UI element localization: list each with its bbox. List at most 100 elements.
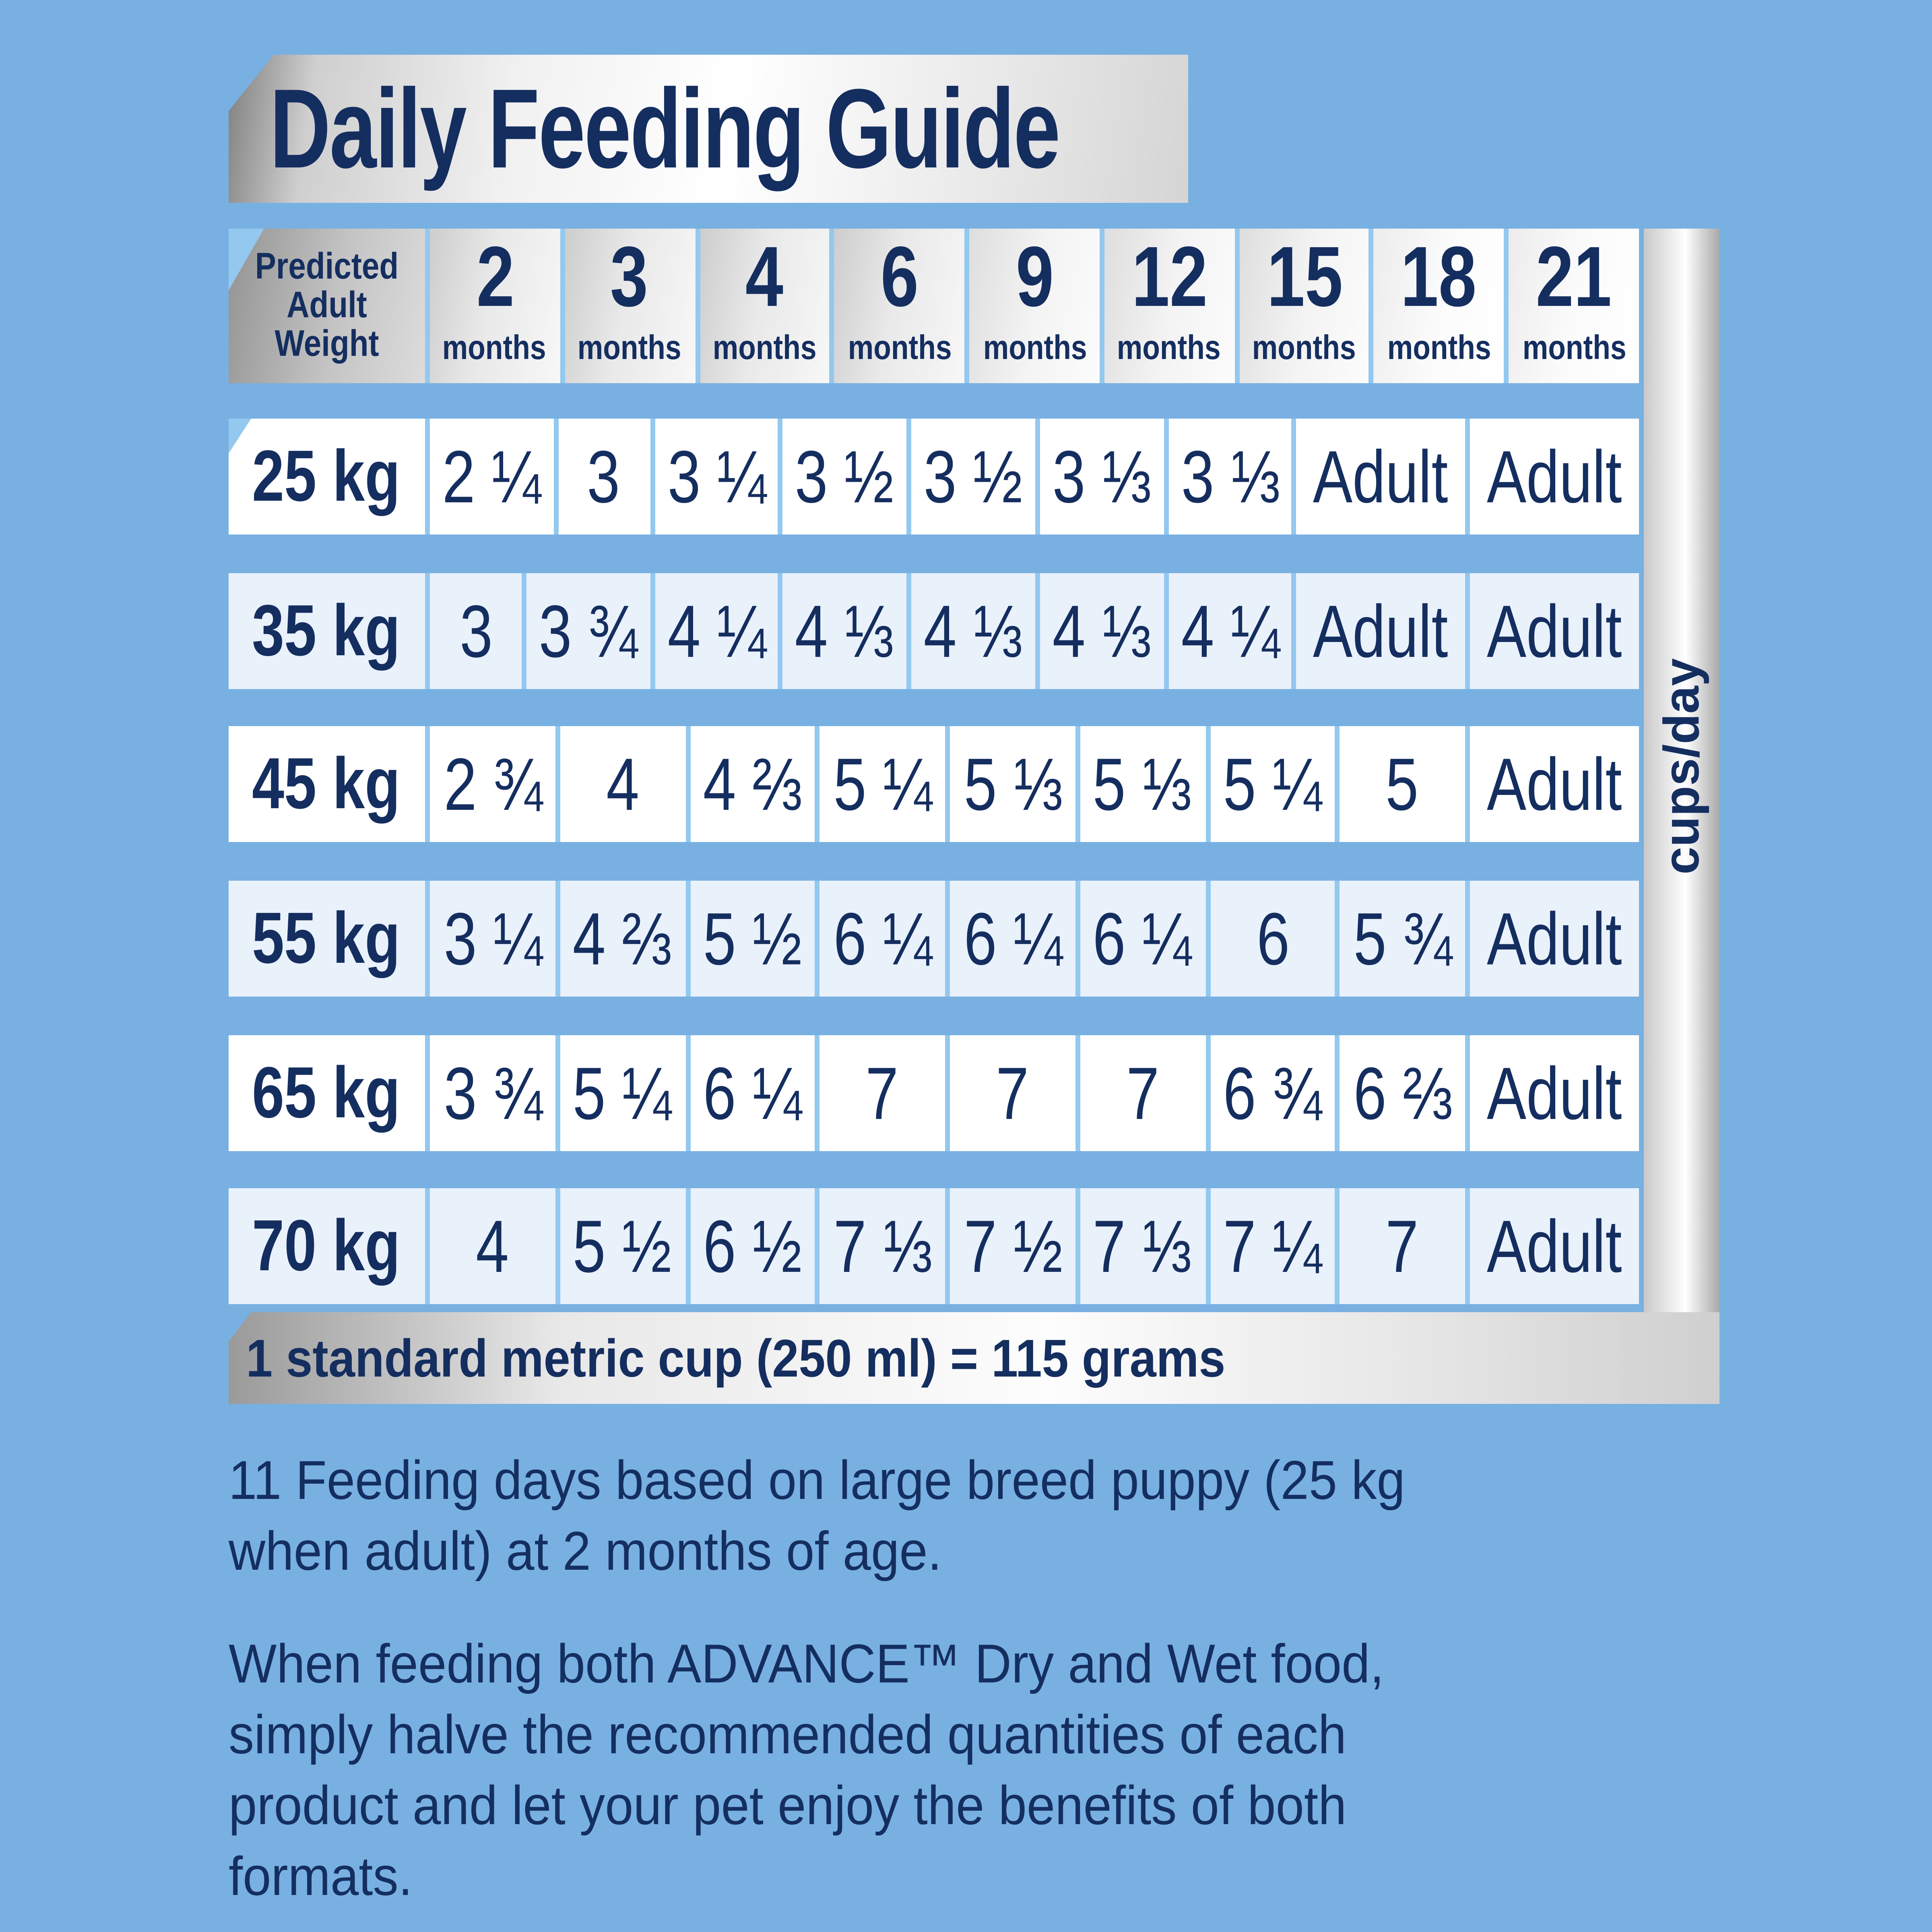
age-column-header-18-months: 18 months: [1374, 229, 1504, 383]
age-unit: months: [1252, 330, 1356, 367]
weight-label-cell: 45 kg: [229, 726, 425, 842]
cell-value: 3 ⅓: [1052, 435, 1151, 518]
cell-value: 3 ½: [924, 435, 1023, 518]
feeding-amount-cell: 5 ¼: [1210, 726, 1335, 842]
feeding-amount-cell: 5 ⅓: [1080, 726, 1205, 842]
feeding-amount-cell: 5 ¼: [820, 726, 945, 842]
cell-value: 4: [606, 742, 639, 826]
cell-value: 7 ⅓: [833, 1204, 932, 1288]
age-unit: months: [578, 330, 682, 367]
cell-value: 5 ¾: [1353, 897, 1452, 980]
cell-value: 3 ¼: [443, 897, 542, 980]
feeding-amount-cell: Adult: [1470, 726, 1639, 842]
age-number: 12: [1131, 230, 1208, 325]
cell-value: 7 ½: [963, 1204, 1062, 1288]
feeding-amount-cell: 6 ¼: [690, 1035, 815, 1151]
age-unit: months: [712, 330, 817, 367]
weight-row-35kg: 35 kg 3 3 ¾ 4 ¼ 4 ⅓ 4 ⅓ 4 ⅓ 4 ¼ Adult Ad…: [229, 573, 1639, 689]
cell-value: 7 ⅓: [1093, 1204, 1192, 1288]
cell-value: 4 ⅓: [924, 589, 1023, 673]
age-unit: months: [443, 330, 547, 367]
age-number: 6: [880, 230, 919, 325]
table-header-row: Predicted Adult Weight 2 months 3 months 4…: [229, 229, 1639, 383]
age-number: 9: [1015, 230, 1054, 325]
age-unit: months: [1522, 330, 1626, 367]
cell-value: 5 ¼: [833, 742, 932, 826]
age-column-header-21-months: 21 months: [1509, 229, 1639, 383]
age-unit: months: [983, 330, 1086, 367]
feeding-amount-cell: 4 ¼: [1168, 573, 1292, 689]
feeding-amount-cell: 2 ¼: [430, 419, 553, 535]
age-number: 21: [1536, 230, 1612, 325]
age-column-header-15-months: 15 months: [1239, 229, 1369, 383]
cell-value: Adult: [1487, 742, 1622, 826]
feeding-amount-cell: Adult: [1470, 881, 1639, 997]
feeding-amount-cell: 7: [1340, 1188, 1466, 1304]
feeding-amount-cell: 5 ½: [690, 881, 815, 997]
cell-value: 3 ¾: [539, 589, 638, 673]
cell-value: 5 ¼: [1223, 742, 1322, 826]
feeding-amount-cell: 4 ⅔: [560, 881, 685, 997]
feeding-amount-cell: 7: [820, 1035, 945, 1151]
cell-value: 4 ⅔: [703, 742, 802, 826]
cell-value: 5 ⅓: [1093, 742, 1192, 826]
feeding-amount-cell: Adult: [1296, 419, 1466, 535]
feeding-amount-cell: 5 ½: [560, 1188, 685, 1304]
cell-value: 3 ⅓: [1180, 435, 1280, 518]
cell-value: 7: [996, 1051, 1029, 1135]
weight-label-cell: 70 kg: [229, 1188, 425, 1304]
feeding-amount-cell: 5: [1340, 726, 1466, 842]
feeding-amount-cell: 3 ⅓: [1168, 419, 1292, 535]
feeding-amount-cell: 3 ¾: [526, 573, 650, 689]
feeding-amount-cell: 6 ⅔: [1340, 1035, 1466, 1151]
feeding-amount-cell: 7 ¼: [1210, 1188, 1335, 1304]
feeding-amount-cell: 3 ¼: [654, 419, 778, 535]
feeding-amount-cell: Adult: [1470, 573, 1639, 689]
feeding-amount-cell: Adult: [1470, 419, 1639, 535]
corner-header-label: Predicted Adult Weight: [255, 244, 399, 363]
cell-value: 6 ½: [703, 1204, 802, 1288]
cell-value: 5: [1386, 742, 1419, 826]
cell-value: 5 ½: [703, 897, 802, 980]
age-number: 15: [1266, 230, 1342, 325]
weight-label-cell: 65 kg: [229, 1035, 425, 1151]
feeding-amount-cell: 4 ⅔: [690, 726, 815, 842]
feeding-amount-cell: 4 ¼: [654, 573, 778, 689]
feeding-amount-cell: Adult: [1470, 1188, 1639, 1304]
cell-value: Adult: [1313, 589, 1449, 673]
feeding-amount-cell: 6 ¼: [1080, 881, 1205, 997]
feeding-table: cups/day Predicted Adult Weight 2 months …: [229, 229, 1719, 1404]
cell-value: 4: [476, 1204, 509, 1288]
age-number: 4: [745, 230, 784, 325]
age-unit: months: [1387, 330, 1491, 367]
cell-value: 6: [1256, 897, 1289, 980]
feeding-amount-cell: 2 ¾: [430, 726, 555, 842]
weight-label: 65 kg: [252, 1051, 401, 1133]
weight-label: 55 kg: [252, 897, 401, 979]
cell-value: 4 ¼: [667, 589, 766, 673]
feeding-amount-cell: 3 ⅓: [1040, 419, 1164, 535]
unit-label: cups/day: [1653, 658, 1709, 875]
weight-label-cell: 55 kg: [229, 881, 425, 997]
cell-value: 5 ⅓: [963, 742, 1062, 826]
cell-value: 2 ¼: [442, 435, 541, 518]
age-number: 18: [1401, 230, 1477, 325]
age-unit: months: [847, 330, 952, 367]
cell-value: 3: [587, 435, 621, 518]
cell-value: Adult: [1487, 589, 1622, 673]
cell-value: Adult: [1487, 1204, 1622, 1288]
feeding-amount-cell: 6 ¼: [820, 881, 945, 997]
weight-label: 35 kg: [252, 589, 401, 671]
weight-row-45kg: 45 kg 2 ¾ 4 4 ⅔ 5 ¼ 5 ⅓ 5 ⅓ 5 ¼ 5 Adult: [229, 726, 1639, 842]
age-column-header-12-months: 12 months: [1104, 229, 1234, 383]
cell-value: 5 ¼: [573, 1051, 672, 1135]
feeding-amount-cell: 4: [430, 1188, 555, 1304]
cell-value: 2 ¾: [443, 742, 542, 826]
feeding-amount-cell: 5 ¾: [1340, 881, 1466, 997]
title-banner: Daily Feeding Guide: [229, 55, 1188, 203]
weight-row-55kg: 55 kg 3 ¼ 4 ⅔ 5 ½ 6 ¼ 6 ¼ 6 ¼ 6 5 ¾ Adul…: [229, 881, 1639, 997]
cell-value: 7: [866, 1051, 899, 1135]
feeding-amount-cell: 4 ⅓: [783, 573, 907, 689]
weight-label: 25 kg: [252, 435, 401, 517]
